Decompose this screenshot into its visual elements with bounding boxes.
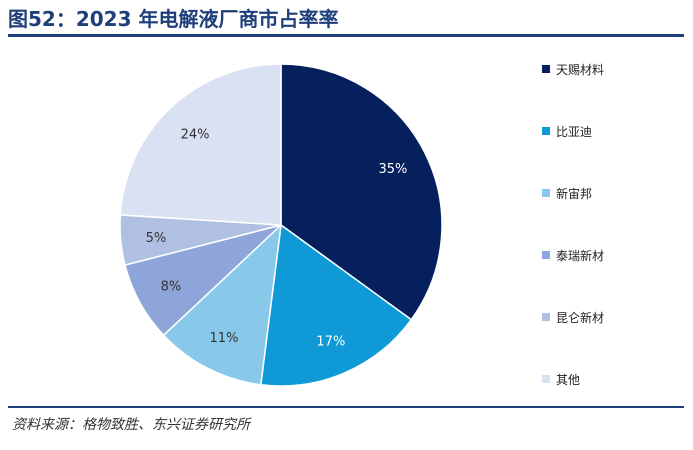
legend-swatch bbox=[542, 313, 550, 321]
legend-swatch bbox=[542, 251, 550, 259]
legend-swatch bbox=[542, 375, 550, 383]
pie-slice-1 bbox=[280, 63, 443, 321]
pie-slice-2 bbox=[259, 223, 413, 387]
slice-label-2: 17% bbox=[316, 334, 345, 349]
footer-rule bbox=[8, 406, 684, 408]
slice-label-4: 8% bbox=[161, 279, 182, 294]
legend-label: 泰瑞新材 bbox=[556, 248, 605, 263]
legend-label: 其他 bbox=[556, 372, 581, 387]
legend-label: 新宙邦 bbox=[556, 186, 593, 201]
legend-item-1: 天赐材料 bbox=[542, 61, 604, 77]
legend-swatch bbox=[542, 127, 550, 135]
slice-label-1: 35% bbox=[378, 162, 407, 177]
legend-item-4: 泰瑞新材 bbox=[542, 247, 604, 263]
legend-label: 天赐材料 bbox=[556, 62, 605, 77]
legend-label: 比亚迪 bbox=[556, 124, 593, 139]
slice-label-5: 5% bbox=[146, 231, 167, 246]
legend-item-5: 昆仑新材 bbox=[542, 309, 604, 325]
title-underline bbox=[8, 34, 684, 37]
legend: 天赐材料比亚迪新宙邦泰瑞新材昆仑新材其他 bbox=[542, 0, 692, 400]
pie-slice-6 bbox=[119, 63, 282, 226]
legend-label: 昆仑新材 bbox=[556, 310, 605, 325]
chart-title: 图52：2023 年电解液厂商市占率率 bbox=[8, 7, 339, 31]
slice-label-3: 11% bbox=[210, 331, 239, 346]
legend-item-3: 新宙邦 bbox=[542, 185, 592, 201]
slice-label-6: 24% bbox=[181, 127, 210, 142]
legend-swatch bbox=[542, 65, 550, 73]
legend-item-2: 比亚迪 bbox=[542, 123, 592, 139]
legend-swatch bbox=[542, 189, 550, 197]
pie-slice-3 bbox=[162, 223, 283, 386]
legend-item-6: 其他 bbox=[542, 371, 580, 387]
source-note: 资料来源：格物致胜、东兴证券研究所 bbox=[12, 417, 250, 433]
